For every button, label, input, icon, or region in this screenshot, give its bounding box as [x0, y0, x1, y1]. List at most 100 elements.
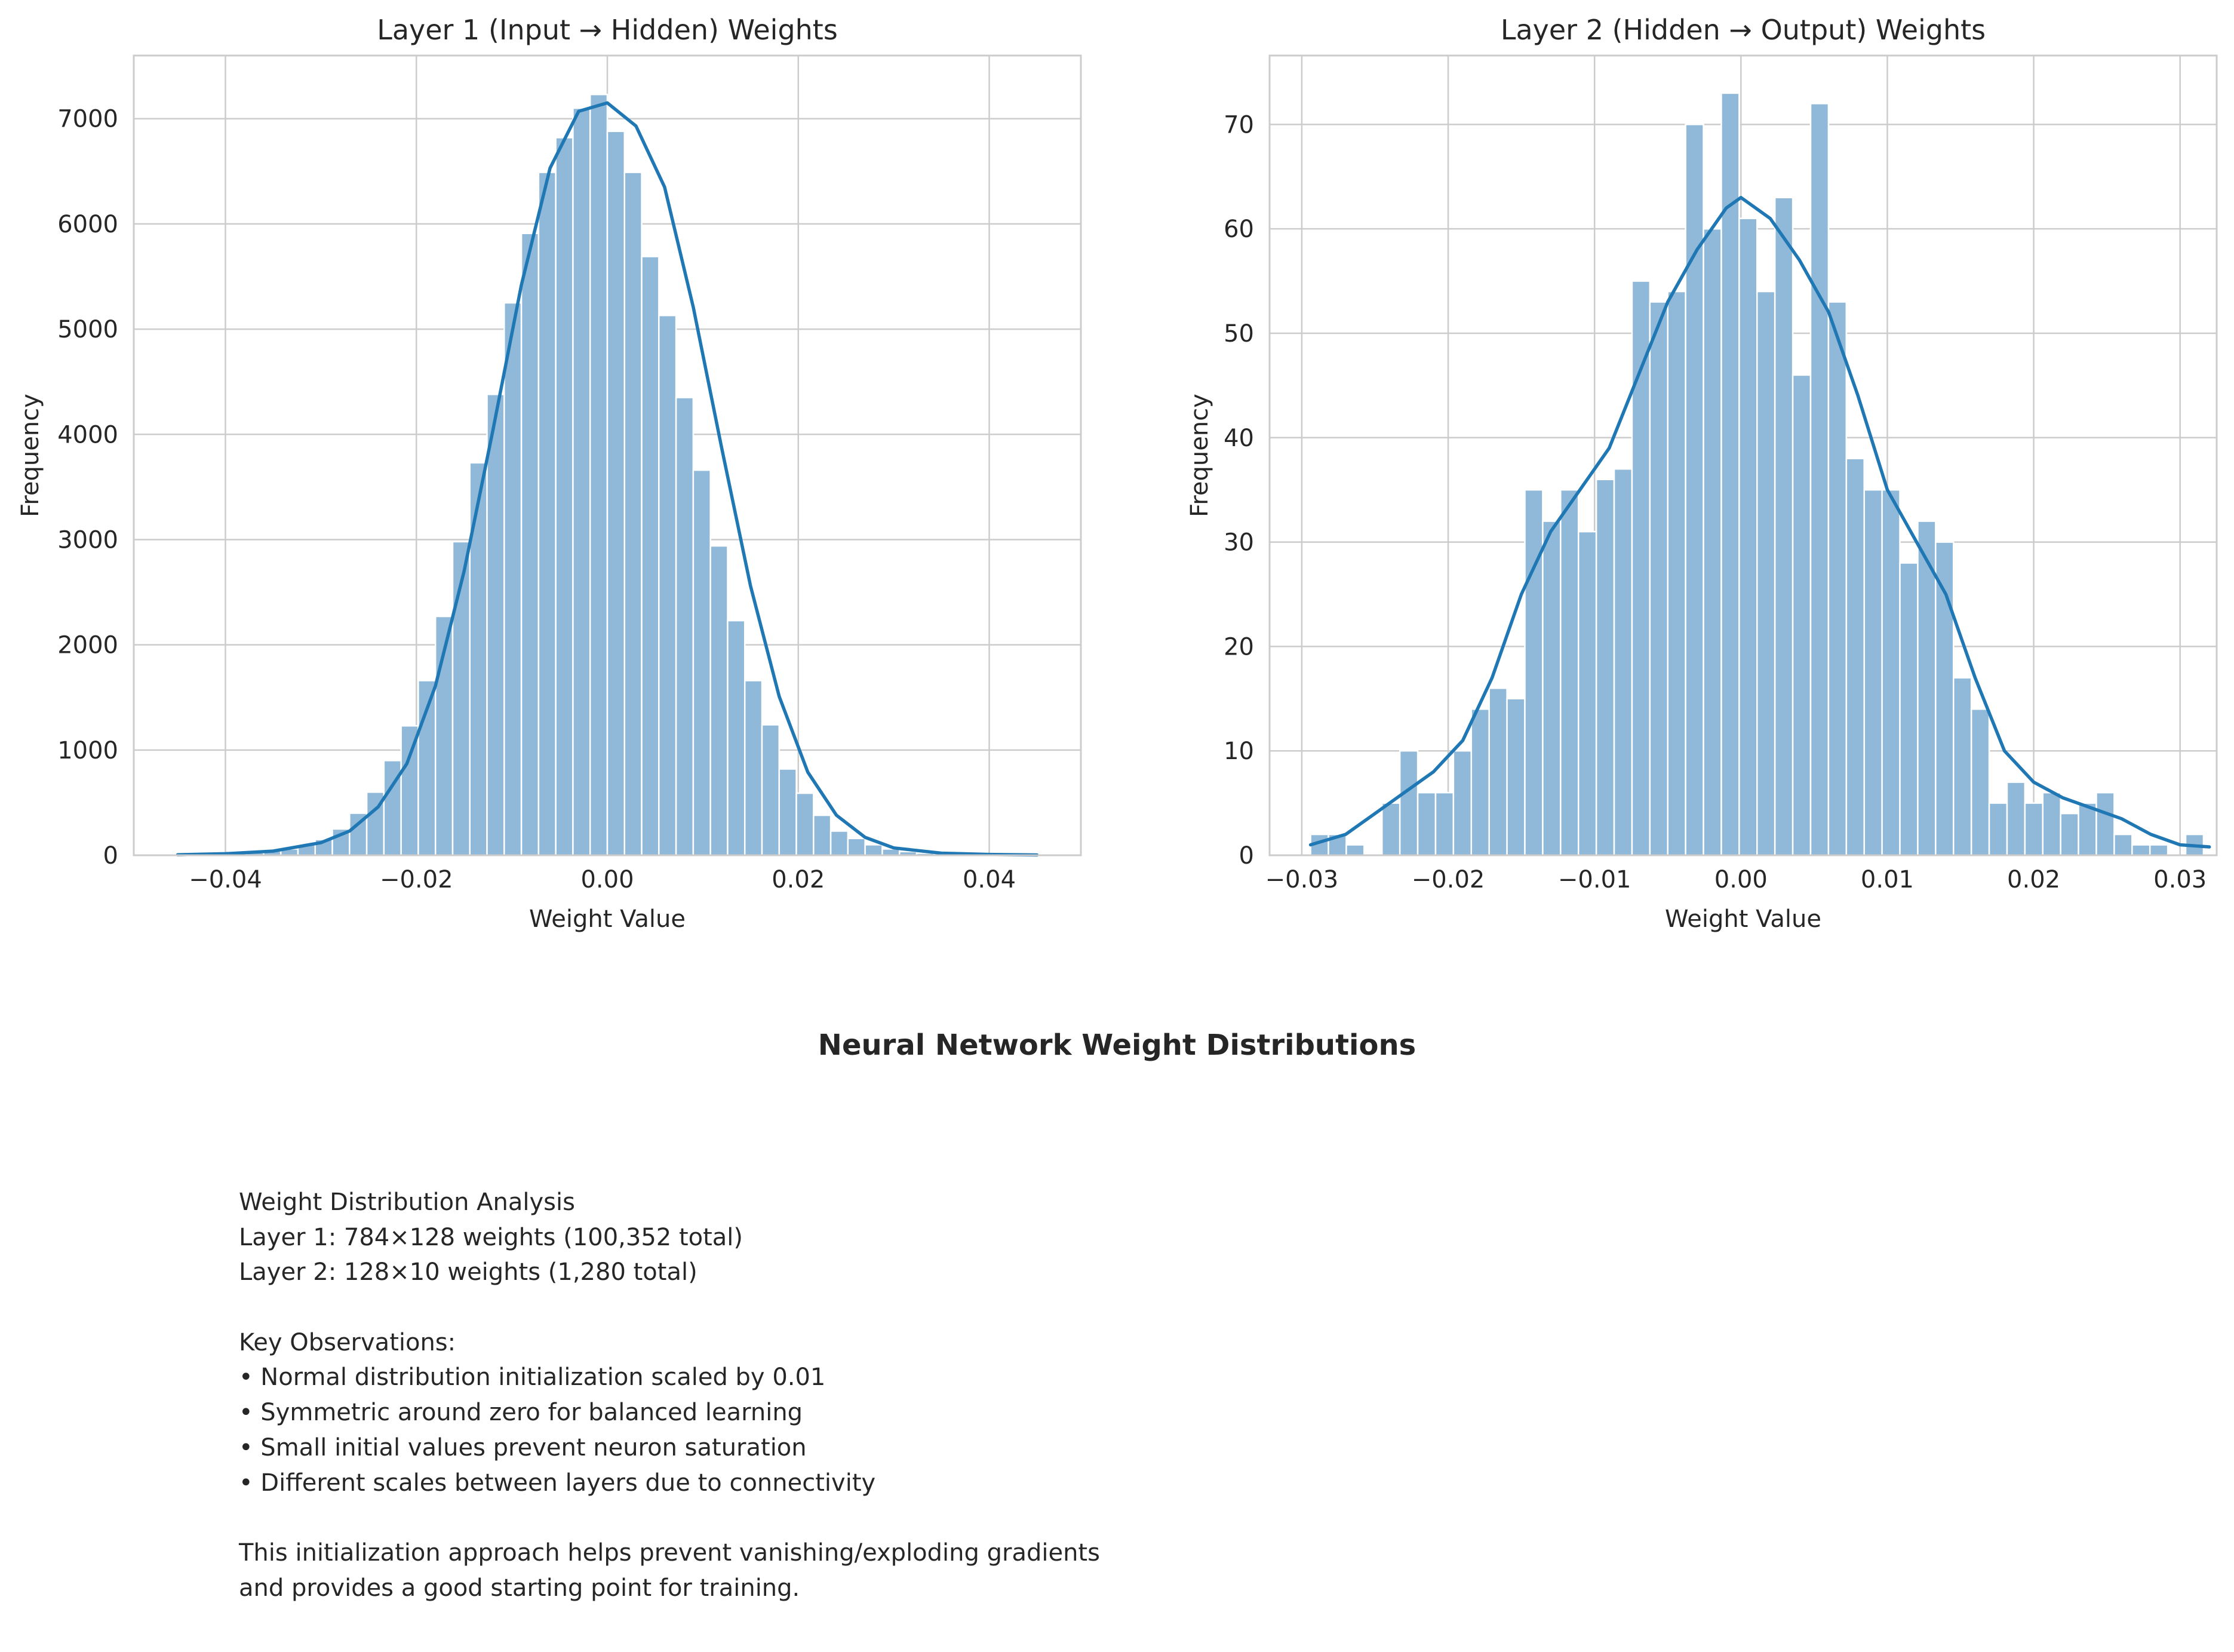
histogram-bar [1560, 489, 1580, 856]
histogram-bar [1345, 844, 1365, 856]
histogram-bar [641, 256, 660, 856]
x-tick-label: 0.00 [580, 866, 634, 893]
histogram-bar [2095, 791, 2115, 856]
histogram-bar [1649, 301, 1669, 856]
chart-title: Layer 1 (Input → Hidden) Weights [377, 14, 838, 46]
histogram-bar [658, 314, 677, 856]
histogram-bar [1524, 489, 1544, 856]
notes-line [239, 1290, 1100, 1325]
y-tick-label: 60 [1224, 216, 1254, 243]
x-tick-label: 0.00 [1714, 866, 1768, 893]
histogram-bar [1917, 520, 1937, 856]
histogram-bar [2006, 781, 2026, 856]
axes-frame [1268, 54, 2218, 856]
histogram-bar [1809, 103, 1830, 856]
histogram-bar [2078, 802, 2097, 856]
x-tick-label: 0.02 [2007, 866, 2060, 893]
y-tick-label: 6000 [57, 211, 118, 238]
histogram-bar [1845, 457, 1865, 856]
y-tick-label: 10 [1224, 738, 1254, 765]
y-tick-label: 2000 [57, 632, 118, 659]
y-tick-label: 5000 [57, 316, 118, 343]
histogram-bar [486, 394, 505, 856]
histogram-bar [829, 830, 849, 856]
histogram-bar [1738, 217, 1758, 856]
x-tick-label: 0.03 [2153, 866, 2207, 893]
histogram-bar [503, 302, 523, 856]
histogram-bar [795, 792, 815, 856]
analysis-notes: Weight Distribution Analysis Layer 1: 78… [239, 1185, 1100, 1605]
histogram-bar [1988, 802, 2008, 856]
axes-frame [133, 54, 1082, 856]
notes-line: This initialization approach helps preve… [239, 1539, 1100, 1567]
histogram-bar [709, 545, 729, 856]
histogram-bar [1756, 290, 1776, 856]
y-tick-label: 1000 [57, 737, 118, 764]
histogram-bar [1827, 301, 1848, 856]
histogram-bar [1416, 791, 1437, 856]
histogram-bar [2113, 833, 2133, 856]
histogram-bar [1685, 124, 1704, 856]
x-tick-label: −0.01 [1558, 866, 1631, 893]
figure-suptitle: Neural Network Weight Distributions [818, 1028, 1416, 1062]
histogram-bar [1381, 802, 1401, 856]
histogram-bar [1863, 489, 1883, 856]
histogram-bar [847, 837, 866, 856]
histogram-bar [2042, 791, 2061, 856]
histogram-bar [1488, 687, 1508, 856]
y-tick-label: 40 [1224, 425, 1254, 452]
notes-line: Weight Distribution Analysis [239, 1189, 575, 1216]
histogram-bar [469, 462, 488, 856]
y-tick-label: 30 [1224, 529, 1254, 557]
histogram-bar [520, 232, 540, 856]
histogram-bar [606, 130, 626, 856]
histogram-bar [1577, 530, 1597, 856]
y-axis-label: Frequency [1186, 394, 1213, 517]
histogram-bar [1703, 228, 1722, 856]
y-tick-label: 0 [1239, 842, 1254, 870]
notes-line: and provides a good starting point for t… [239, 1574, 800, 1602]
histogram-bar [2131, 844, 2151, 856]
histogram-bar [572, 107, 591, 856]
notes-line: • Symmetric around zero for balanced lea… [239, 1399, 803, 1427]
y-tick-label: 50 [1224, 320, 1254, 348]
histogram-panel-1: −0.04 −0.02 0.00 0.02 0.04 0 1000 2000 3000 4000 5… [17, 14, 1082, 933]
x-tick-label: 0.01 [1861, 866, 1914, 893]
histogram-bar [1595, 478, 1615, 856]
histogram-bar [1399, 750, 1419, 856]
notes-line: Key Observations: [239, 1328, 456, 1356]
histogram-bar [727, 619, 746, 856]
y-tick-label: 7000 [57, 106, 118, 133]
histogram-bar [1434, 791, 1455, 856]
y-tick-label: 4000 [57, 421, 118, 449]
y-tick-label: 20 [1224, 633, 1254, 661]
histogram-bar [1470, 708, 1490, 856]
histogram-bar [623, 171, 643, 856]
histogram-bar [1452, 750, 1473, 856]
histogram-bar [1774, 196, 1794, 856]
x-tick-label: −0.02 [380, 866, 453, 893]
histogram-bar [1542, 520, 1562, 856]
y-tick-label: 0 [103, 842, 118, 870]
histogram-bar [778, 768, 797, 856]
histogram-bar [813, 814, 832, 856]
x-axis-label: Weight Value [529, 905, 686, 933]
chart-title: Layer 2 (Hidden → Output) Weights [1501, 14, 1986, 46]
notes-line: • Different scales between layers due to… [239, 1469, 876, 1497]
notes-line: • Small initial values prevent neuron sa… [239, 1433, 807, 1461]
histogram-bar [1667, 290, 1686, 856]
histogram-bar [761, 724, 780, 856]
histogram-bar [2024, 802, 2044, 856]
x-tick-label: 0.02 [772, 866, 825, 893]
histogram-bar [2060, 812, 2079, 856]
y-tick-label: 70 [1224, 111, 1254, 139]
histogram-bar [2149, 844, 2169, 856]
histogram-bar [400, 725, 419, 856]
histogram-bar [864, 844, 883, 856]
histogram-bar [743, 680, 763, 856]
histogram-bar [589, 93, 609, 856]
kde-line [1308, 195, 2211, 849]
x-tick-label: 0.04 [963, 866, 1016, 893]
x-tick-label: −0.03 [1265, 866, 1339, 893]
